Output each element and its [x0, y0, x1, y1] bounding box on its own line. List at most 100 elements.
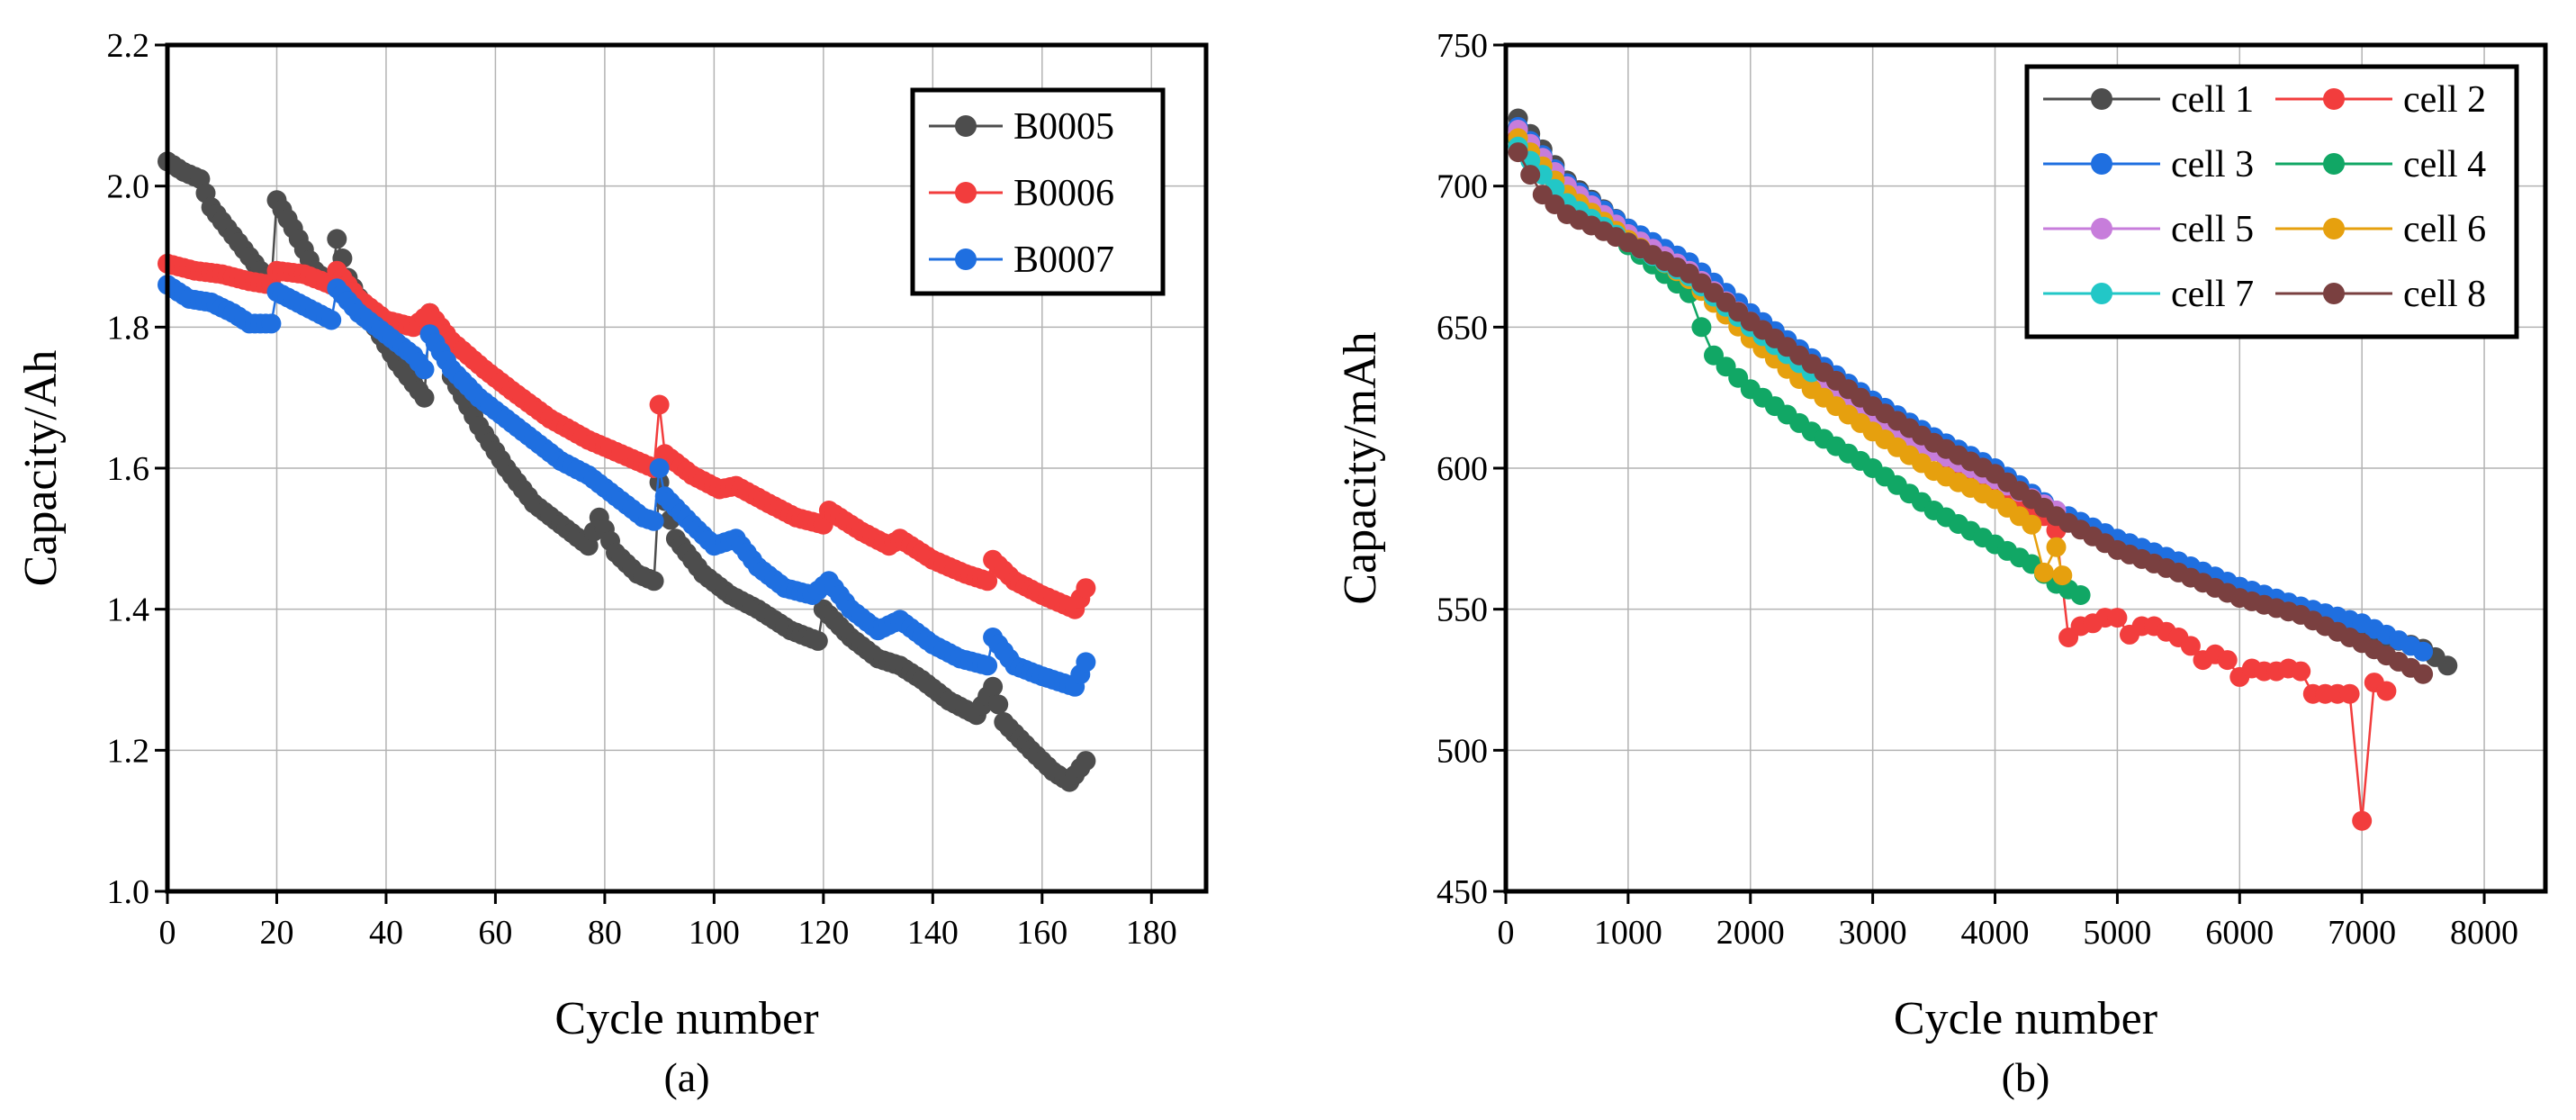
legend-label: cell 4 — [2403, 144, 2486, 185]
x-tick-label: 8000 — [2450, 914, 2518, 952]
data-point — [649, 394, 670, 415]
legend-label: cell 3 — [2171, 144, 2254, 185]
legend-marker — [955, 115, 977, 137]
series-b0007 — [158, 275, 1096, 697]
x-tick-label: 40 — [369, 914, 403, 952]
legend-marker — [2323, 218, 2345, 239]
panel-label: (a) — [663, 1054, 709, 1100]
x-tick-label: 0 — [1498, 914, 1515, 952]
data-point — [977, 571, 998, 592]
x-tick-label: 4000 — [1961, 914, 2030, 952]
x-axis-ticks: 0 20 40 60 80 100 120 140 160 180 — [159, 891, 1177, 952]
legend-marker — [2091, 88, 2112, 110]
y-axis-ticks: 450 500 550 600 650 700 750 — [1437, 27, 1506, 911]
data-point — [2413, 664, 2434, 684]
data-point — [414, 387, 435, 408]
x-tick-label: 2000 — [1716, 914, 1785, 952]
legend-entry: cell 8 — [2275, 274, 2486, 315]
data-point — [807, 630, 828, 651]
x-tick-label: 20 — [259, 914, 293, 952]
data-point — [2376, 681, 2397, 701]
x-tick-label: 5000 — [2083, 914, 2151, 952]
x-tick-label: 0 — [159, 914, 176, 952]
legend: cell 1 cell 2 cell 3 cell 4 cell 5 cell 6 cell… — [2024, 64, 2519, 339]
x-tick-label: 7000 — [2328, 914, 2396, 952]
y-tick-label: 1.8 — [107, 309, 150, 347]
y-tick-label: 1.6 — [107, 450, 150, 488]
data-point — [649, 458, 670, 478]
legend-entry: B0005 — [929, 106, 1114, 148]
data-point — [2217, 650, 2238, 671]
legend-label: cell 7 — [2171, 274, 2254, 315]
data-point — [2437, 655, 2458, 676]
data-point — [1076, 578, 1096, 599]
legend-entry: cell 5 — [2043, 209, 2254, 250]
y-tick-label: 2.2 — [107, 27, 150, 65]
x-axis-label: Cycle number — [554, 993, 818, 1044]
legend-label: cell 5 — [2171, 209, 2254, 250]
data-point — [644, 510, 664, 531]
legend-box — [2024, 64, 2519, 339]
legend-label: B0005 — [1013, 106, 1114, 148]
legend-marker — [955, 182, 977, 203]
legend-entry: B0007 — [929, 239, 1114, 281]
data-point — [977, 655, 998, 676]
legend-entry: cell 3 — [2043, 144, 2254, 185]
series-b0005 — [158, 151, 1096, 792]
y-tick-label: 450 — [1437, 873, 1488, 911]
series-cell-8 — [1508, 142, 2434, 684]
x-axis-ticks: 0 1000 2000 3000 4000 5000 6000 7000 8000 — [1498, 891, 2518, 952]
legend-entry: B0006 — [929, 173, 1114, 214]
x-tick-label: 120 — [797, 914, 849, 952]
data-point — [2291, 661, 2311, 682]
y-axis-label: Capacity/Ah — [15, 350, 67, 587]
legend-entry: cell 2 — [2275, 79, 2486, 121]
data-point — [1508, 142, 1528, 163]
x-tick-label: 140 — [907, 914, 959, 952]
y-axis-label: Capacity/mAh — [1335, 331, 1386, 604]
y-axis-ticks: 1.0 1.2 1.4 1.6 1.8 2.0 2.2 — [107, 27, 167, 911]
y-tick-label: 2.0 — [107, 168, 150, 206]
legend: B0005 B0006 B0007 — [910, 87, 1166, 296]
legend-entry: cell 7 — [2043, 274, 2254, 315]
y-tick-label: 550 — [1437, 592, 1488, 629]
x-tick-label: 3000 — [1839, 914, 1907, 952]
y-tick-label: 1.2 — [107, 732, 150, 770]
data-point — [2180, 636, 2201, 656]
data-point — [2413, 641, 2434, 662]
legend-marker — [2091, 218, 2112, 239]
data-point — [414, 359, 435, 380]
y-tick-label: 1.0 — [107, 873, 150, 911]
data-point — [2339, 683, 2360, 704]
legend-marker — [2323, 283, 2345, 304]
data-point — [2070, 585, 2091, 605]
data-point — [321, 310, 342, 330]
legend-marker — [2091, 153, 2112, 175]
legend-label: cell 2 — [2403, 79, 2486, 121]
y-tick-label: 650 — [1437, 309, 1488, 347]
legend-marker — [2323, 88, 2345, 110]
panel-a-chart: 0 20 40 60 80 100 120 140 160 180 1.0 1.2 1.4 1.6 1.8 2… — [15, 27, 1209, 1100]
series-b0006 — [158, 253, 1096, 619]
x-tick-label: 100 — [689, 914, 740, 952]
legend-entry: cell 6 — [2275, 209, 2486, 250]
data-point — [2352, 810, 2373, 831]
data-point — [1076, 652, 1096, 673]
legend-label: B0007 — [1013, 239, 1114, 281]
y-tick-label: 1.4 — [107, 592, 150, 629]
data-point — [2046, 537, 2067, 557]
series-line — [167, 284, 1087, 689]
legend-entry: cell 1 — [2043, 79, 2254, 121]
data-point — [988, 694, 1009, 715]
legend-entry: cell 4 — [2275, 144, 2486, 185]
data-point — [2022, 514, 2042, 535]
data-point — [2107, 608, 2128, 628]
x-tick-label: 160 — [1016, 914, 1067, 952]
legend-marker — [955, 248, 977, 270]
data-point — [983, 676, 1004, 697]
data-point — [2033, 562, 2054, 583]
data-point — [1076, 751, 1096, 772]
panel-b-chart: 0 1000 2000 3000 4000 5000 6000 7000 8000 450 500 5… — [1335, 27, 2548, 1100]
legend-marker — [2091, 283, 2112, 304]
